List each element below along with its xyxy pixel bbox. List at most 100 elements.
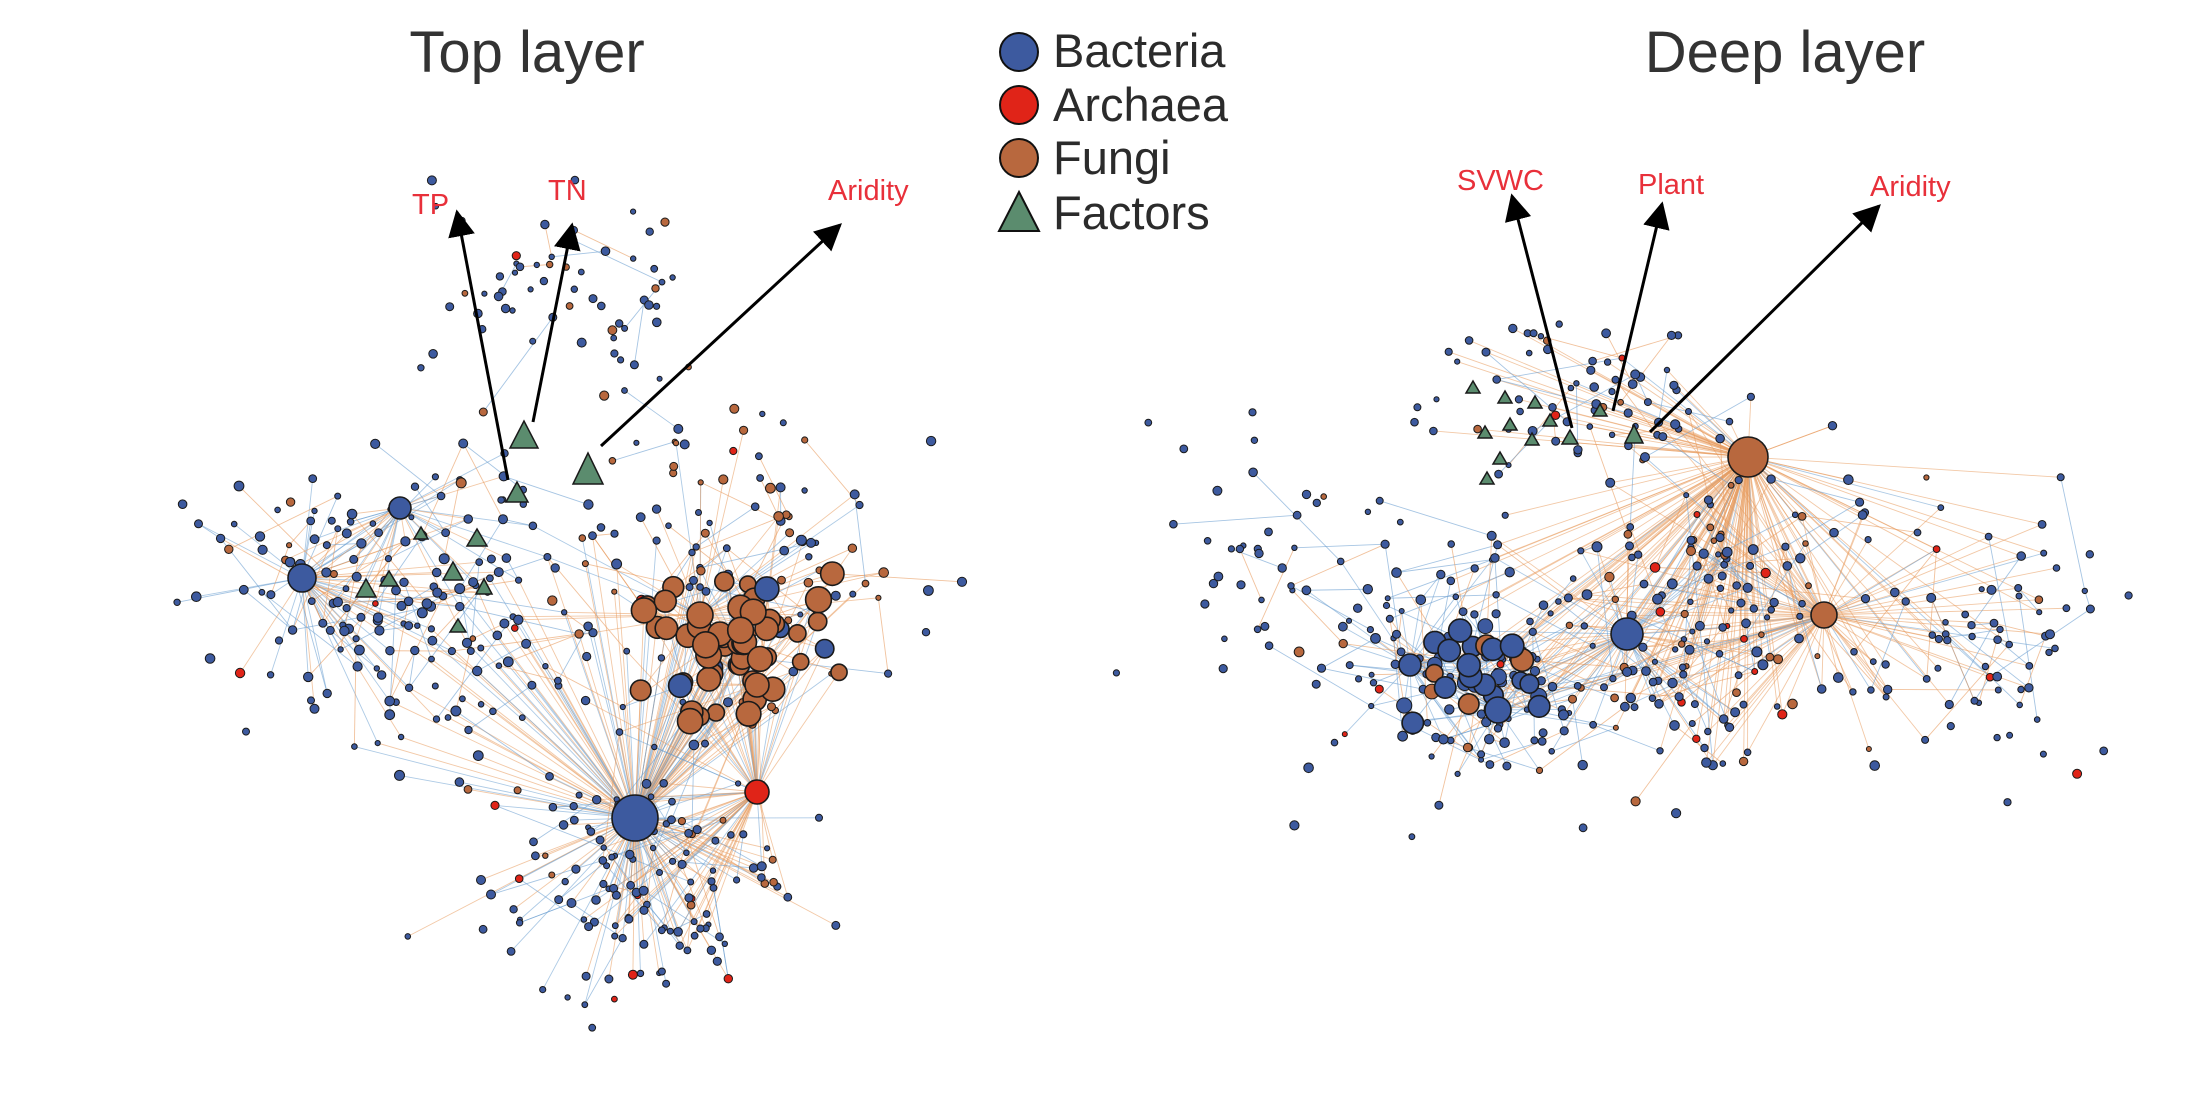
archaea-node bbox=[1496, 660, 1505, 669]
network-edge bbox=[311, 541, 406, 602]
bacteria-node bbox=[311, 507, 318, 515]
network-edge bbox=[1468, 340, 1749, 458]
bacteria-node bbox=[258, 588, 266, 596]
arrow-tp bbox=[448, 209, 510, 481]
network-edge bbox=[1450, 456, 1749, 582]
network-edge bbox=[558, 685, 636, 819]
bacteria-node bbox=[1648, 694, 1657, 702]
bacteria-node bbox=[673, 423, 684, 434]
fungi-node bbox=[746, 645, 774, 673]
bacteria-node bbox=[428, 655, 435, 663]
bacteria-node bbox=[511, 269, 519, 276]
bacteria-node bbox=[2045, 629, 2055, 640]
bacteria-node bbox=[644, 300, 654, 310]
network-edge bbox=[1532, 631, 1626, 672]
fungi-node bbox=[769, 877, 778, 887]
network-edge bbox=[634, 817, 837, 926]
bacteria-node bbox=[849, 590, 857, 598]
bacteria-node bbox=[2016, 701, 2023, 709]
fungi-node bbox=[697, 479, 704, 486]
bacteria-node bbox=[384, 695, 396, 707]
network-edge bbox=[614, 895, 638, 926]
bacteria-node bbox=[1345, 661, 1354, 670]
network-edge bbox=[1540, 335, 1623, 359]
network-edge bbox=[1569, 456, 1749, 626]
bacteria-node bbox=[1548, 403, 1557, 412]
fungi-node bbox=[719, 816, 727, 824]
network-edge bbox=[490, 859, 603, 895]
fungi-node bbox=[463, 785, 473, 794]
network-edge bbox=[2017, 587, 2040, 613]
bacteria-node bbox=[1715, 433, 1725, 444]
network-edge bbox=[1997, 639, 2030, 667]
network-edge bbox=[542, 817, 636, 990]
fungi-node bbox=[676, 707, 704, 735]
bacteria-node bbox=[528, 521, 538, 531]
bacteria-node bbox=[233, 480, 245, 492]
network-edge bbox=[1823, 599, 2039, 616]
arrow-svwc bbox=[1505, 193, 1574, 429]
bacteria-node bbox=[1704, 727, 1712, 736]
bacteria-node bbox=[1989, 618, 1999, 628]
bacteria-node bbox=[500, 303, 511, 314]
bacteria-node bbox=[417, 364, 425, 372]
network-edge bbox=[1652, 614, 1825, 699]
bacteria-node bbox=[1791, 511, 1799, 519]
network-edge bbox=[466, 642, 636, 819]
bacteria-node bbox=[815, 813, 823, 822]
bacteria-node bbox=[497, 496, 505, 504]
bacteria-node bbox=[1816, 684, 1827, 694]
bacteria-node bbox=[416, 607, 428, 619]
bacteria-node bbox=[464, 725, 473, 735]
bacteria-node bbox=[2085, 604, 2095, 614]
fungi-node bbox=[735, 700, 762, 727]
bacteria-node bbox=[1589, 720, 1597, 729]
legend-item-archaea: Archaea bbox=[999, 78, 1229, 131]
network-edge bbox=[1747, 614, 1825, 753]
bacteria-node bbox=[444, 714, 452, 721]
fungi-node bbox=[565, 302, 574, 310]
bacteria-node bbox=[658, 278, 666, 286]
fungi-node bbox=[651, 284, 660, 293]
bacteria-node bbox=[506, 947, 516, 956]
bacteria-node bbox=[1611, 375, 1620, 384]
fungi-node bbox=[329, 570, 338, 578]
fungi-node bbox=[224, 544, 234, 554]
bacteria-node bbox=[334, 492, 342, 500]
bacteria-node bbox=[1289, 820, 1300, 831]
network-edge bbox=[1551, 727, 1617, 752]
network-edge bbox=[547, 556, 628, 652]
network-edge bbox=[1672, 583, 1825, 616]
deep-network-edges bbox=[1173, 327, 2091, 806]
bacteria-node bbox=[588, 628, 598, 638]
bacteria-node bbox=[518, 714, 526, 721]
network-edge bbox=[684, 679, 758, 793]
fungi-node bbox=[804, 585, 833, 614]
bacteria-node bbox=[461, 637, 473, 649]
bacteria-node bbox=[1795, 553, 1806, 564]
factor-node-aridity bbox=[1591, 402, 1609, 417]
bacteria-node bbox=[385, 646, 395, 656]
bacteria-node bbox=[1773, 703, 1781, 710]
network-edge bbox=[699, 516, 779, 616]
network-edge bbox=[616, 563, 701, 616]
network-edge bbox=[736, 834, 744, 881]
bacteria-node bbox=[647, 793, 655, 801]
network-edge bbox=[431, 658, 636, 819]
fungi-node bbox=[1612, 724, 1619, 731]
network-edge bbox=[1340, 561, 1411, 666]
bacteria-node bbox=[2056, 473, 2065, 482]
network-edge bbox=[1682, 540, 1692, 675]
bacteria-node bbox=[266, 671, 275, 679]
network-edge bbox=[314, 507, 401, 540]
bacteria-node bbox=[349, 554, 359, 564]
bacteria-node bbox=[764, 845, 771, 852]
bacteria-node bbox=[1651, 658, 1659, 665]
bacteria-node bbox=[441, 528, 451, 538]
bacteria-node bbox=[1630, 703, 1639, 712]
bacteria-node bbox=[1438, 734, 1449, 745]
network-edge bbox=[700, 481, 781, 522]
bacteria-node bbox=[177, 499, 188, 510]
bacteria-node bbox=[1392, 629, 1401, 639]
bacteria-node bbox=[374, 625, 385, 636]
